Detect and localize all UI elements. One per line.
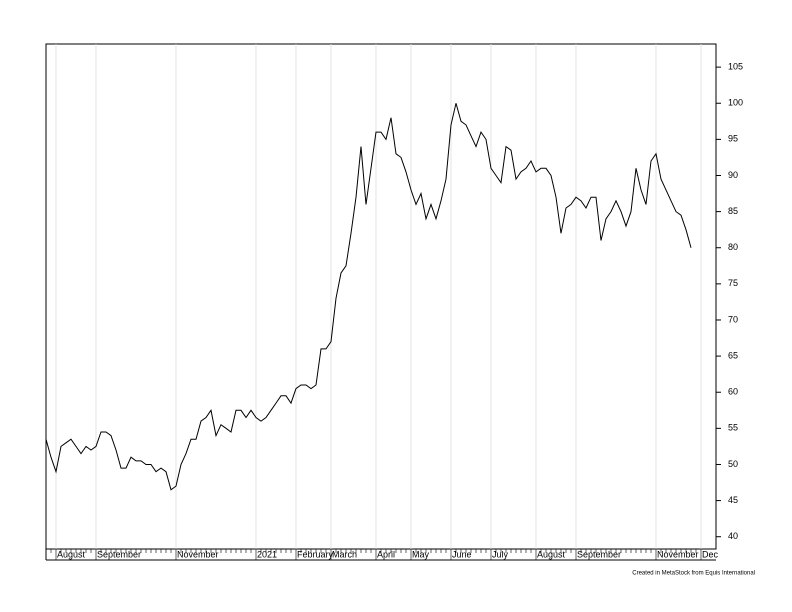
y-tick-label: 40 [728, 531, 738, 541]
y-tick-label: 85 [728, 206, 738, 216]
price-line [45, 103, 692, 491]
x-tick-label: 2021 [257, 549, 277, 559]
y-tick-label: 90 [728, 170, 738, 180]
y-tick-label: 65 [728, 350, 738, 360]
x-tick-label: Dec [702, 549, 719, 559]
y-tick-label: 95 [728, 134, 738, 144]
x-tick-label: September [577, 549, 621, 559]
x-tick-label: May [412, 549, 430, 559]
plot-frame [45, 43, 717, 550]
y-tick-label: 105 [728, 61, 743, 71]
y-tick-label: 100 [728, 98, 743, 108]
x-tick-label: March [332, 549, 357, 559]
y-tick-label: 75 [728, 278, 738, 288]
x-tick-label: February [297, 549, 334, 559]
y-tick-label: 55 [728, 423, 738, 433]
x-tick-label: September [97, 549, 141, 559]
y-tick-label: 80 [728, 242, 738, 252]
y-tick-label: 70 [728, 314, 738, 324]
x-tick-label: July [492, 549, 509, 559]
footnote: Created in MetaStock from Equis Internat… [632, 571, 755, 577]
x-tick-label: August [57, 549, 86, 559]
x-tick-label: November [657, 549, 699, 559]
y-tick-label: 60 [728, 387, 738, 397]
x-tick-label: June [452, 549, 472, 559]
y-tick-label: 45 [728, 495, 738, 505]
y-tick-label: 50 [728, 459, 738, 469]
x-tick-label: August [537, 549, 566, 559]
x-tick-label: November [177, 549, 219, 559]
x-tick-label: April [377, 549, 395, 559]
